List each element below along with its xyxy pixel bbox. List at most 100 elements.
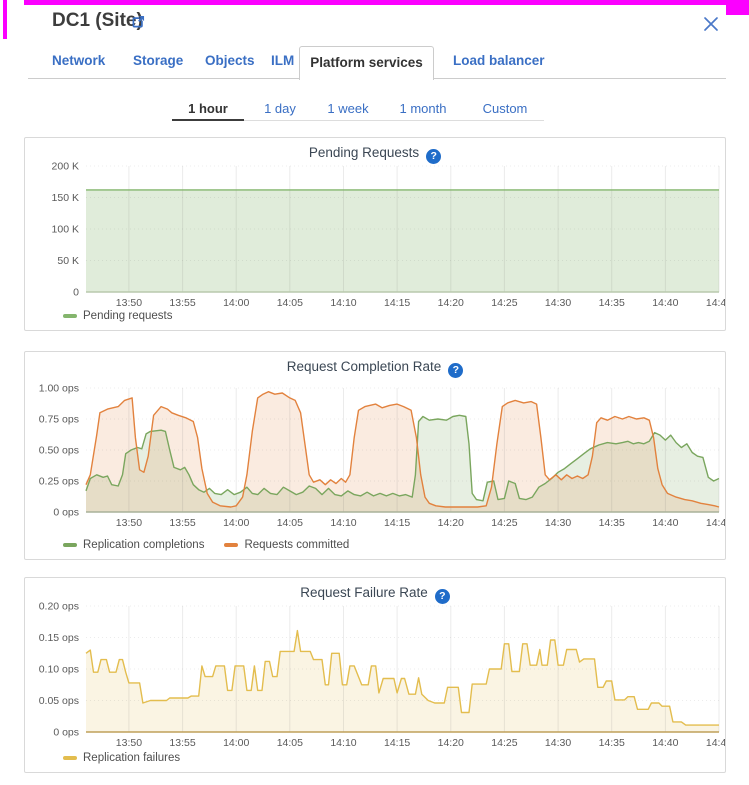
x-tick-label: 13:55 [169,517,195,529]
tab-load-balancer[interactable]: Load balancer [453,53,545,68]
page-title: DC1 (Site) [52,10,143,31]
y-tick-label: 0 ops [53,727,79,739]
legend-label: Requests committed [244,539,350,551]
chart-title-row: Request Failure Rate? [25,585,725,604]
x-tick-label: 14:45 [706,517,725,529]
pending-requests-chart: 200 K 150 K 100 K 50 K 0 13:50 13:55 14:00 14:05… [52,161,725,310]
chart-panel-request-completion-rate: Request Completion Rate? 1.00 ops 0.75 op… [24,351,726,560]
x-tick-label: 14:20 [438,737,464,749]
legend-label: Pending requests [83,310,173,322]
chart-legend: Replication completions Requests committe… [63,539,349,551]
chart-legend: Replication failures [63,752,180,764]
area-fill [86,189,719,292]
y-tick-label: 200 K [52,161,79,173]
y-tick-label: 0.25 ops [39,476,79,488]
y-tick-label: 100 K [52,224,79,236]
legend-label: Replication failures [83,752,181,764]
x-tick-label: 14:40 [652,517,678,529]
x-tick-label: 14:25 [491,517,517,529]
help-icon[interactable]: ? [434,589,450,604]
legend-swatch [63,756,77,760]
x-tick-label: 13:50 [116,297,142,309]
legend-item: Replication completions [63,539,204,551]
chart-legend: Pending requests [63,310,173,322]
y-tick-label: 0.05 ops [39,695,79,707]
legend-swatch [224,543,239,547]
time-tab-1-month[interactable]: 1 month [399,101,447,116]
tab-network[interactable]: Network [52,53,106,68]
tab-platform-services[interactable]: Platform services [299,46,434,80]
time-tab-1-day[interactable]: 1 day [264,101,296,116]
legend-item: Requests committed [224,539,349,551]
time-tab-1-hour[interactable]: 1 hour [188,101,228,116]
x-tick-label: 14:45 [706,737,725,749]
external-link-icon[interactable] [132,16,146,35]
x-tick-label: 14:00 [223,297,249,309]
x-tick-label: 13:55 [169,297,195,309]
x-tick-label: 14:05 [277,737,303,749]
legend-swatch [63,543,77,547]
help-icon[interactable]: ? [448,363,464,378]
y-tick-label: 0.15 ops [39,632,79,644]
x-tick-label: 14:45 [706,297,725,309]
x-tick-label: 14:10 [330,297,356,309]
x-tick-label: 14:30 [545,517,571,529]
area-fill [86,630,719,732]
y-tick-label: 0 ops [53,507,79,519]
chart-panel-request-failure-rate: Request Failure Rate? 0.20 ops 0.15 ops 0.… [24,577,726,773]
y-tick-label: 0.10 ops [39,664,79,676]
legend-item: Replication failures [63,752,180,764]
x-tick-label: 14:25 [491,737,517,749]
request-completion-rate-chart: 1.00 ops 0.75 ops 0.50 ops 0.25 ops 0 ops 13:… [39,383,725,530]
x-tick-label: 13:50 [116,737,142,749]
y-tick-label: 150 K [52,192,79,204]
x-tick-label: 13:50 [116,517,142,529]
series-line [85,629,719,726]
x-tick-label: 14:10 [330,517,356,529]
tab-storage[interactable]: Storage [133,53,184,68]
area-fill [86,391,719,512]
tab-ilm[interactable]: ILM [271,53,295,68]
screenshot-artifact-corner-block [726,0,749,15]
x-tick-label: 14:40 [652,737,678,749]
chart-title-row: Pending Requests? [25,145,725,164]
x-tick-label: 14:35 [599,517,625,529]
x-tick-label: 14:00 [223,517,249,529]
close-icon[interactable] [703,16,721,34]
time-range-active-underline [172,119,244,121]
time-tab-custom[interactable]: Custom [482,101,528,116]
y-tick-label: 0.75 ops [39,414,79,426]
area-fill [86,415,719,512]
legend-swatch [63,314,77,318]
tab-objects[interactable]: Objects [205,53,255,68]
time-tab-1-week[interactable]: 1 week [327,101,369,116]
x-tick-label: 14:20 [438,297,464,309]
screenshot-artifact-top-bar [24,0,749,5]
screenshot-artifact-left-strip [3,0,7,39]
chart-title: Request Failure Rate [300,585,428,600]
legend-label: Replication completions [83,539,205,551]
x-tick-label: 14:15 [384,737,410,749]
x-tick-label: 14:15 [384,297,410,309]
x-tick-label: 14:40 [652,297,678,309]
x-tick-label: 14:05 [277,517,303,529]
x-tick-label: 14:35 [599,297,625,309]
x-tick-label: 14:15 [384,517,410,529]
x-tick-label: 14:10 [330,737,356,749]
y-tick-label: 0 [73,287,79,299]
chart-title: Request Completion Rate [286,359,442,374]
x-tick-label: 14:30 [545,297,571,309]
legend-item: Pending requests [63,310,173,322]
x-tick-label: 14:30 [545,737,571,749]
x-tick-label: 14:00 [223,737,249,749]
chart-panel-pending-requests: Pending Requests? 200 K 150 K 100 K 50 K 0 13… [24,137,726,331]
series-line [85,391,720,508]
y-tick-label: 0.20 ops [39,601,79,613]
chart-title-row: Request Completion Rate? [25,359,725,378]
y-tick-label: 50 K [57,255,79,267]
help-icon[interactable]: ? [426,149,442,164]
chart-title: Pending Requests [308,145,420,160]
y-tick-label: 1.00 ops [39,383,79,395]
y-tick-label: 0.50 ops [39,445,79,457]
